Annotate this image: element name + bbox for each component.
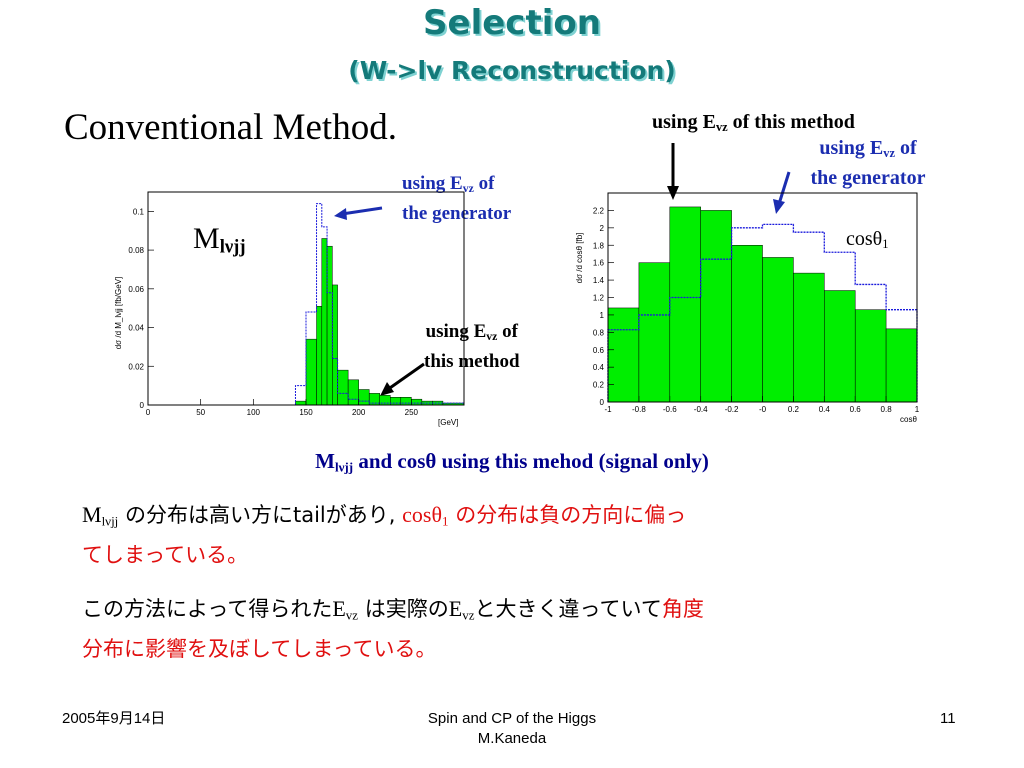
x-tick-label: 0.8	[881, 405, 893, 414]
y-tick-label: 2	[600, 224, 605, 233]
histogram-bar	[358, 389, 370, 406]
x-tick-label: 0.2	[788, 405, 800, 414]
y-tick-label: 0.1	[133, 207, 145, 216]
histogram-bar	[854, 309, 887, 403]
x-tick-label: 0.6	[850, 405, 862, 414]
histogram-bar	[638, 262, 671, 403]
y-tick-label: 0.04	[128, 324, 144, 333]
histogram-bar	[824, 290, 856, 403]
histogram-bar	[295, 400, 307, 406]
histogram-bar	[400, 397, 412, 406]
histogram-bar	[347, 379, 359, 406]
y-tick-label: 2.2	[593, 206, 605, 215]
histogram-bar	[885, 328, 918, 403]
y-tick-label: 1.8	[593, 241, 605, 250]
footer-page-number: 11	[940, 710, 956, 727]
arrow-this-method-left	[386, 362, 425, 392]
y-tick-label: 1	[600, 311, 605, 320]
arrow-generator-right	[777, 171, 791, 205]
arrow-generator-right-head	[773, 199, 785, 214]
mass-label: Mlνjj	[193, 222, 246, 258]
histogram-bar	[337, 369, 349, 406]
footer-title: Spin and CP of the Higgs M.Kaneda	[427, 710, 597, 747]
annotation-this-method-left: using Evz of this method	[424, 321, 520, 372]
x-tick-label: -0.2	[725, 405, 739, 414]
section-heading: Conventional Method.	[64, 107, 397, 148]
histogram-bar	[411, 398, 423, 406]
y-tick-label: 1.6	[593, 259, 605, 268]
x-tick-label: 100	[247, 408, 261, 417]
cos-label: cosθ1	[846, 228, 889, 252]
histogram-bar	[316, 305, 323, 406]
footer-date: 2005年9月14日	[62, 710, 166, 727]
x-tick-label: 0	[146, 408, 151, 417]
x-tick-label: -0	[759, 405, 767, 414]
x-tick-label: 200	[352, 408, 366, 417]
y-axis-label: dσ /d cosθ [fb]	[575, 233, 584, 284]
generator-histogram-line	[294, 203, 465, 405]
x-axis-label: [GeV]	[438, 418, 458, 427]
annotation-generator-left: using Evz of the generator	[402, 173, 512, 224]
paragraph-1: Mlνjj の分布は高い方にtailがあり, cosθ1 の分布は負の方向に偏っ…	[82, 502, 687, 568]
x-tick-label: 50	[196, 408, 205, 417]
x-tick-label: 250	[405, 408, 419, 417]
histogram-bar	[700, 210, 732, 403]
annotation-this-method-top: using Evz of this method	[652, 111, 855, 135]
y-tick-label: 0.08	[128, 246, 144, 255]
slide-subtitle: (W->lv Reconstruction)	[348, 56, 676, 85]
annotation-generator-right: using Evz of the generator	[810, 137, 926, 190]
arrow-this-method-left-head	[380, 382, 394, 396]
x-tick-label: 1	[915, 405, 920, 414]
histogram-bar	[607, 307, 640, 403]
y-tick-label: 0.4	[593, 363, 605, 372]
histogram-bar	[332, 284, 338, 406]
y-tick-label: 0.06	[128, 285, 144, 294]
histogram-bar	[731, 245, 763, 403]
y-tick-label: 1.2	[593, 294, 605, 303]
y-tick-label: 0.8	[593, 328, 605, 337]
histogram-bar	[762, 257, 794, 403]
histogram-bar	[321, 238, 328, 406]
y-tick-label: 1.4	[593, 276, 605, 285]
y-tick-label: 0.6	[593, 346, 605, 355]
arrow-generator-left	[341, 206, 383, 216]
histogram-bar	[390, 397, 402, 406]
paragraph-2: この方法によって得られたEvz は実際のEvzと大きく違っていて角度 分布に影響…	[82, 596, 704, 662]
histogram-bar	[669, 206, 701, 403]
histogram-bar	[326, 245, 333, 406]
x-tick-label: -1	[604, 405, 612, 414]
x-tick-label: 0.4	[819, 405, 831, 414]
histogram-bar	[793, 272, 825, 403]
x-axis-label: cosθ	[900, 415, 917, 424]
y-tick-label: 0.02	[128, 362, 144, 371]
figure-caption: Mlνjj and cosθ using this mehod (signal …	[315, 449, 709, 475]
generator-histogram-line	[607, 223, 918, 402]
arrow-generator-left-head	[334, 208, 347, 220]
x-tick-label: -0.4	[694, 405, 708, 414]
chart-cos-distribution: -1 -0.8 -0.6 -0.4 -0.2 -0 0.2 0.4 0.6 0.8 1 0 0.2 0.4…	[575, 192, 920, 424]
y-tick-label: 0.2	[593, 381, 605, 390]
y-tick-label: 0	[600, 398, 605, 407]
slide-title: Selection	[423, 3, 601, 43]
y-tick-label: 0	[140, 401, 145, 410]
y-axis-label: dσ /d M_lνjj [fb/GeV]	[114, 277, 123, 350]
histogram-bar	[305, 338, 317, 406]
x-tick-label: -0.6	[663, 405, 677, 414]
x-tick-label: -0.8	[632, 405, 646, 414]
chart-mass-distribution: 0 50 100 150 200 250 0 0.02 0.04 0.06 0.08 0.1 dσ /…	[114, 191, 465, 427]
x-tick-label: 150	[299, 408, 313, 417]
